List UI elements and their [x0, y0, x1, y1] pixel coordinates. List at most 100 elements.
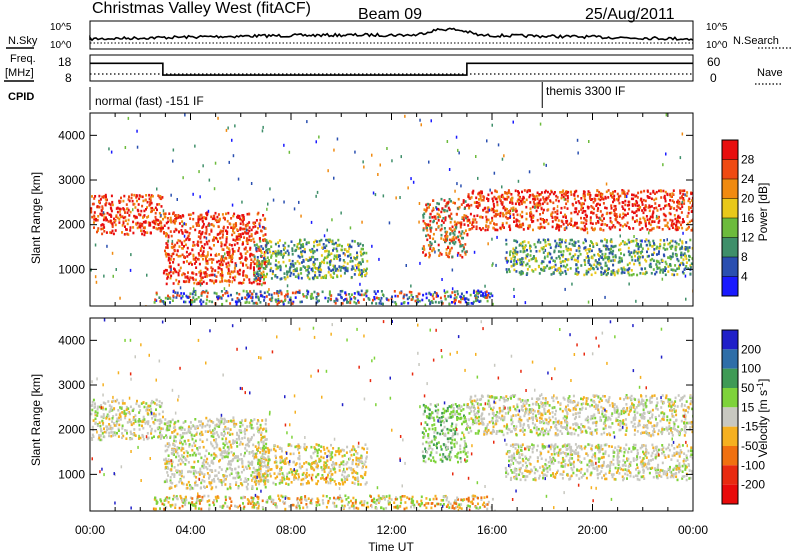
data-cell: [442, 208, 445, 212]
data-cell: [467, 195, 470, 199]
data-cell: [256, 256, 259, 259]
data-cell: [462, 236, 464, 240]
data-cell: [105, 431, 108, 434]
data-cell: [211, 267, 214, 271]
data-cell: [600, 193, 603, 197]
data-cell: [169, 270, 172, 274]
data-cell: [582, 221, 585, 225]
data-cell: [445, 251, 448, 255]
data-cell: [167, 458, 170, 461]
data-cell: [353, 273, 356, 276]
data-cell: [314, 258, 317, 261]
data-cell: [683, 202, 686, 205]
data-cell: [609, 216, 612, 220]
data-cell: [121, 436, 123, 440]
data-cell: [217, 477, 220, 481]
data-cell: [613, 204, 616, 208]
data-cell: [156, 426, 159, 430]
data-cell: [453, 233, 456, 236]
data-cell: [246, 487, 249, 491]
data-cell: [223, 429, 226, 433]
data-cell: [578, 244, 581, 248]
data-cell: [449, 248, 452, 251]
data-cell: [111, 426, 114, 430]
data-cell: [259, 277, 262, 280]
data-cell: [253, 271, 256, 275]
data-cell: [293, 244, 296, 247]
data-cell: [595, 265, 598, 268]
data-cell: [223, 421, 226, 424]
data-cell: [189, 227, 192, 230]
data-cell: [466, 216, 469, 219]
data-cell: [582, 202, 585, 206]
data-cell: [339, 290, 342, 293]
data-cell: [227, 247, 230, 250]
data-cell: [172, 294, 175, 298]
data-cell: [199, 438, 202, 442]
data-cell: [664, 199, 667, 203]
data-cell: [219, 280, 222, 284]
data-cell: [197, 452, 200, 455]
data-cell: [497, 212, 500, 216]
data-cell: [341, 289, 344, 293]
data-cell: [646, 255, 649, 258]
data-cell: [173, 466, 176, 469]
data-cell: [425, 208, 428, 212]
data-cell: [453, 228, 456, 231]
data-cell: [166, 217, 169, 220]
data-cell: [630, 269, 633, 272]
data-cell: [569, 267, 572, 270]
scatter-cell: [269, 187, 271, 191]
data-cell: [394, 294, 397, 298]
data-cell: [239, 257, 241, 260]
data-cell: [182, 461, 185, 464]
data-cell: [262, 427, 265, 431]
data-cell: [502, 195, 505, 199]
data-cell: [221, 230, 224, 233]
data-cell: [176, 446, 179, 449]
data-cell: [238, 458, 241, 461]
data-cell: [265, 473, 268, 476]
scatter-cell: [679, 238, 681, 242]
data-cell: [689, 272, 692, 276]
data-cell: [211, 223, 214, 227]
data-cell: [652, 227, 655, 230]
data-cell: [616, 215, 618, 219]
data-cell: [158, 435, 161, 438]
data-cell: [206, 291, 209, 295]
data-cell: [324, 250, 327, 253]
data-cell: [156, 218, 159, 222]
data-cell: [461, 297, 464, 301]
scatter-cell: [628, 282, 630, 286]
data-cell: [583, 260, 586, 264]
data-cell: [176, 432, 179, 436]
data-cell: [103, 195, 106, 198]
data-cell: [418, 299, 421, 303]
data-cell: [501, 222, 504, 225]
data-cell: [108, 404, 111, 407]
data-cell: [204, 257, 207, 261]
data-cell: [671, 226, 674, 229]
data-cell: [530, 218, 533, 221]
data-cell: [195, 297, 198, 301]
data-cell: [361, 258, 364, 261]
data-cell: [536, 191, 539, 195]
data-cell: [651, 245, 654, 248]
data-cell: [287, 301, 290, 304]
data-cell: [601, 219, 604, 223]
data-cell: [471, 191, 474, 194]
station-title: Christmas Valley West (fitACF): [92, 0, 311, 17]
data-cell: [679, 189, 682, 193]
data-cell: [518, 196, 521, 200]
data-cell: [628, 252, 631, 256]
data-cell: [211, 239, 214, 242]
data-cell: [164, 467, 167, 470]
nsky-strip-frame: [89, 20, 694, 50]
data-cell: [259, 469, 262, 473]
data-cell: [140, 229, 142, 232]
data-cell: [350, 276, 353, 279]
data-cell: [100, 227, 103, 231]
scatter-cell: [443, 289, 446, 293]
data-cell: [252, 302, 255, 305]
data-cell: [121, 399, 124, 402]
